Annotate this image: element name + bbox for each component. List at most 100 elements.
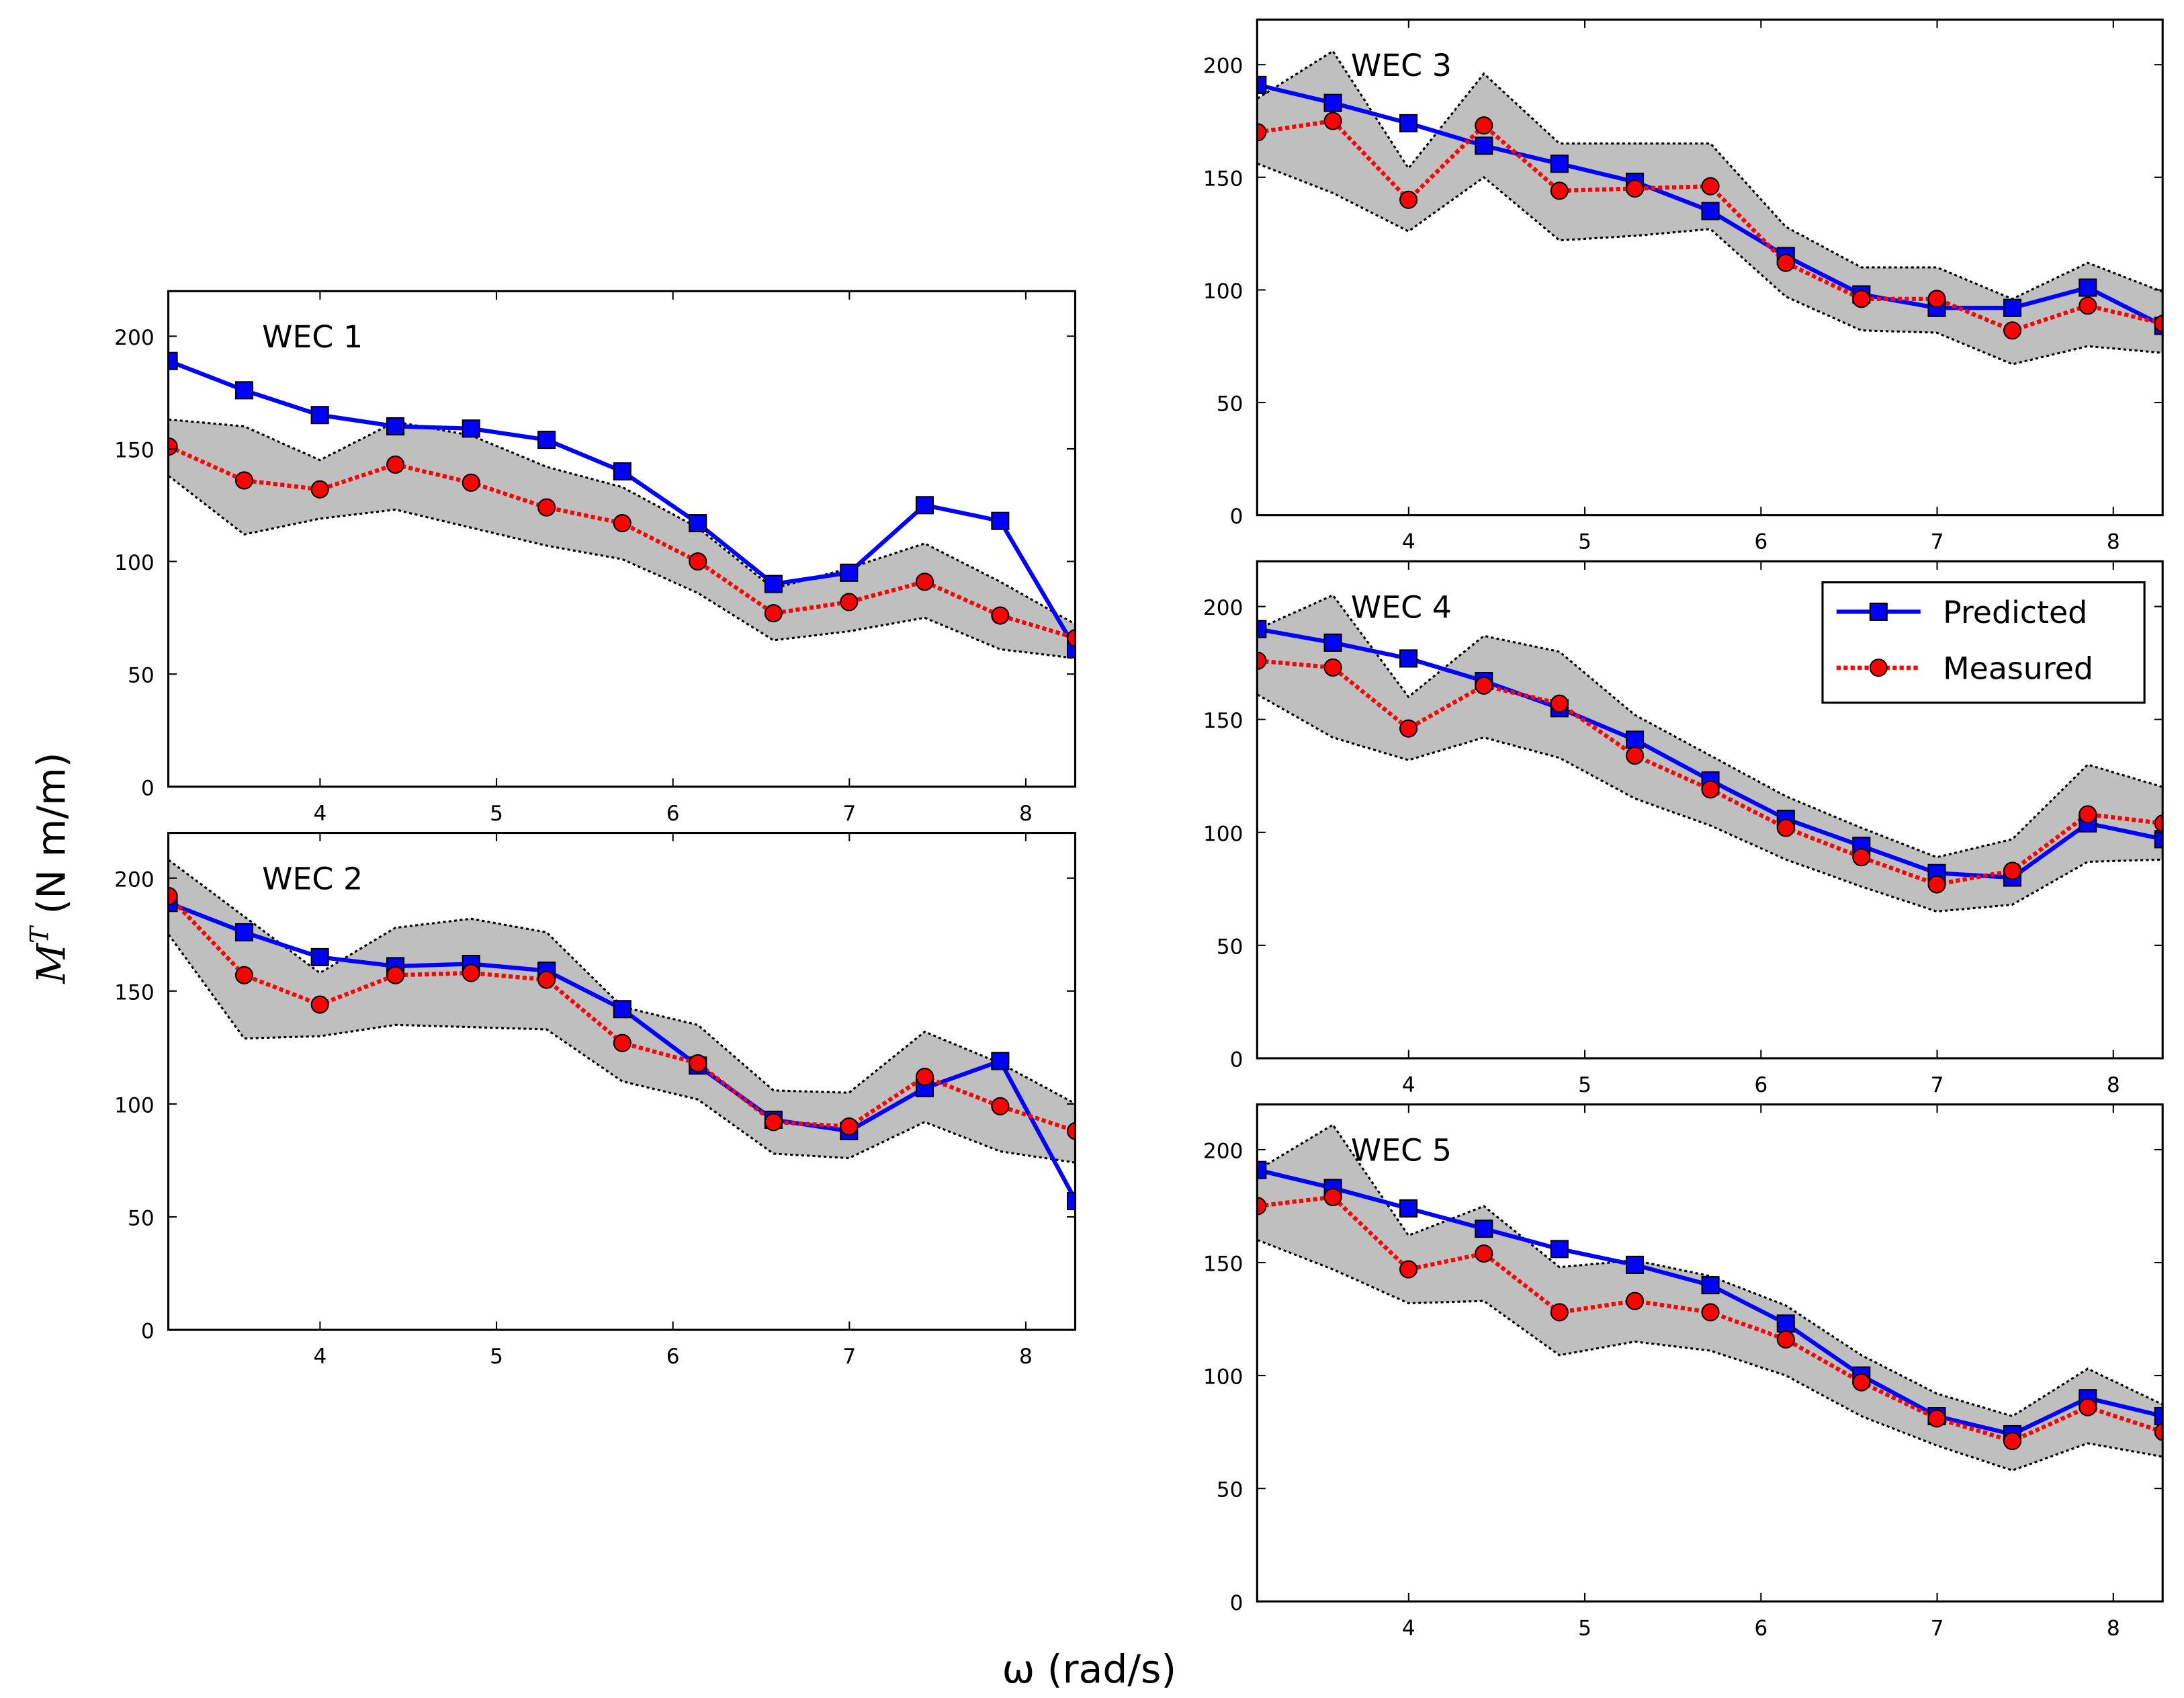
panel-title: WEC 3 (1351, 47, 1452, 83)
measured-point (1776, 253, 1795, 272)
measured-point (689, 1054, 707, 1072)
predicted-point (1475, 136, 1493, 155)
y-tick-label: 0 (1230, 1048, 1243, 1072)
y-label-units: (N m/m) (28, 752, 74, 927)
measured-point (386, 455, 405, 474)
predicted-point (1550, 155, 1569, 173)
y-tick-label: 50 (1217, 935, 1243, 959)
measured-point (1550, 1303, 1569, 1322)
y-label-superscript: T (24, 925, 54, 943)
predicted-point (537, 431, 556, 450)
x-tick-label: 6 (1754, 1073, 1767, 1097)
measured-point (613, 514, 631, 533)
measured-point (2079, 296, 2097, 315)
axes-frame (1256, 1103, 2164, 1603)
y-label-symbol: M (28, 943, 74, 984)
measured-point (462, 473, 480, 492)
plot-area (168, 351, 1076, 660)
panel-title: WEC 5 (1351, 1132, 1452, 1169)
band-upper-edge (1257, 593, 2163, 859)
panel-wec-5: 4 5 6 7 8 0 50 100 150 200 WEC 5 (1203, 1103, 2164, 1640)
band-lower-edge (168, 474, 1076, 660)
predicted-point (991, 511, 1010, 530)
measured-point (234, 966, 254, 984)
measured-point (234, 471, 254, 490)
y-tick-label: 100 (1203, 822, 1243, 846)
x-tick-label: 4 (1402, 530, 1415, 554)
x-tick-label: 5 (1578, 1616, 1591, 1640)
measured-point (1852, 848, 1871, 867)
measured-point (1323, 1187, 1342, 1207)
measured-point (1852, 290, 1871, 308)
predicted-point (991, 1052, 1010, 1070)
y-tick-label: 100 (1203, 280, 1243, 304)
measured-point (915, 572, 934, 591)
measured-point (2154, 1423, 2163, 1441)
panel-title: WEC 1 (262, 319, 363, 355)
predicted-point (1399, 649, 1418, 668)
measured-point (2079, 1398, 2097, 1416)
measured-point (1927, 875, 1946, 894)
predicted-point (840, 563, 859, 582)
measured-point (310, 995, 329, 1014)
predicted-point (613, 1000, 631, 1019)
measured-point (2003, 1432, 2022, 1451)
y-tick-label: 150 (114, 980, 155, 1005)
predicted-point (234, 923, 254, 941)
measured-point (2154, 814, 2163, 833)
measured-point (840, 1117, 859, 1136)
x-tick-label: 4 (1402, 1616, 1415, 1640)
axes-frame (1256, 18, 2164, 517)
x-tick-label: 6 (666, 1345, 680, 1369)
axes-frame (1256, 560, 2164, 1060)
x-tick-label: 8 (1019, 1345, 1033, 1369)
panel-title: WEC 2 (262, 860, 363, 896)
predicted-point (1626, 1255, 1645, 1274)
measured-point (1323, 658, 1342, 677)
plot-area (1257, 1123, 2163, 1472)
y-tick-label: 200 (114, 326, 155, 350)
x-tick-label: 5 (490, 1345, 503, 1369)
legend-predicted-label: Predicted (1943, 594, 2087, 630)
measured-point (1852, 1373, 1871, 1392)
x-tick-label: 4 (313, 802, 326, 826)
measured-point (915, 1068, 934, 1087)
measured-point (991, 606, 1010, 625)
legend: Predicted Measured (1821, 581, 2146, 704)
measured-point (1399, 1260, 1418, 1279)
x-tick-label: 7 (842, 802, 856, 826)
y-tick-label: 0 (1230, 1591, 1243, 1615)
measured-point (1701, 780, 1720, 799)
panel-wec-4: 4 5 6 7 8 0 50 100 150 200 WEC 4 (1203, 560, 2164, 1097)
measured-point (1626, 746, 1645, 765)
y-axis-label: MT (N m/m) (24, 752, 74, 984)
band-upper-edge (168, 859, 1076, 1105)
x-tick-label: 8 (2107, 1073, 2120, 1097)
predicted-point (2079, 278, 2097, 297)
y-tick-label: 50 (1217, 1478, 1243, 1502)
x-tick-label: 4 (313, 1345, 326, 1369)
measured-point (1067, 1121, 1076, 1140)
measured-point (1067, 629, 1076, 648)
predicted-point (1323, 633, 1342, 652)
y-tick-label: 200 (1203, 1139, 1243, 1163)
predicted-point (1776, 1314, 1795, 1333)
legend-measured-label: Measured (1943, 650, 2093, 686)
measured-point (991, 1097, 1010, 1115)
uncertainty-band (1257, 1124, 2163, 1471)
measured-point (764, 1113, 783, 1132)
x-tick-label: 5 (490, 802, 503, 826)
y-tick-label: 150 (1203, 167, 1243, 191)
y-tick-label: 100 (1203, 1365, 1243, 1390)
band-lower-edge (1257, 1238, 2163, 1472)
y-tick-label: 50 (128, 1207, 155, 1231)
x-tick-label: 5 (1578, 1073, 1591, 1097)
measured-point (2154, 314, 2163, 333)
y-tick-label: 200 (1203, 596, 1243, 620)
predicted-point (1701, 202, 1720, 220)
measured-point (1626, 1291, 1645, 1310)
measured-point (1323, 112, 1342, 130)
measured-point (613, 1033, 631, 1052)
x-tick-label: 6 (1754, 1616, 1767, 1640)
measured-point (537, 970, 556, 989)
